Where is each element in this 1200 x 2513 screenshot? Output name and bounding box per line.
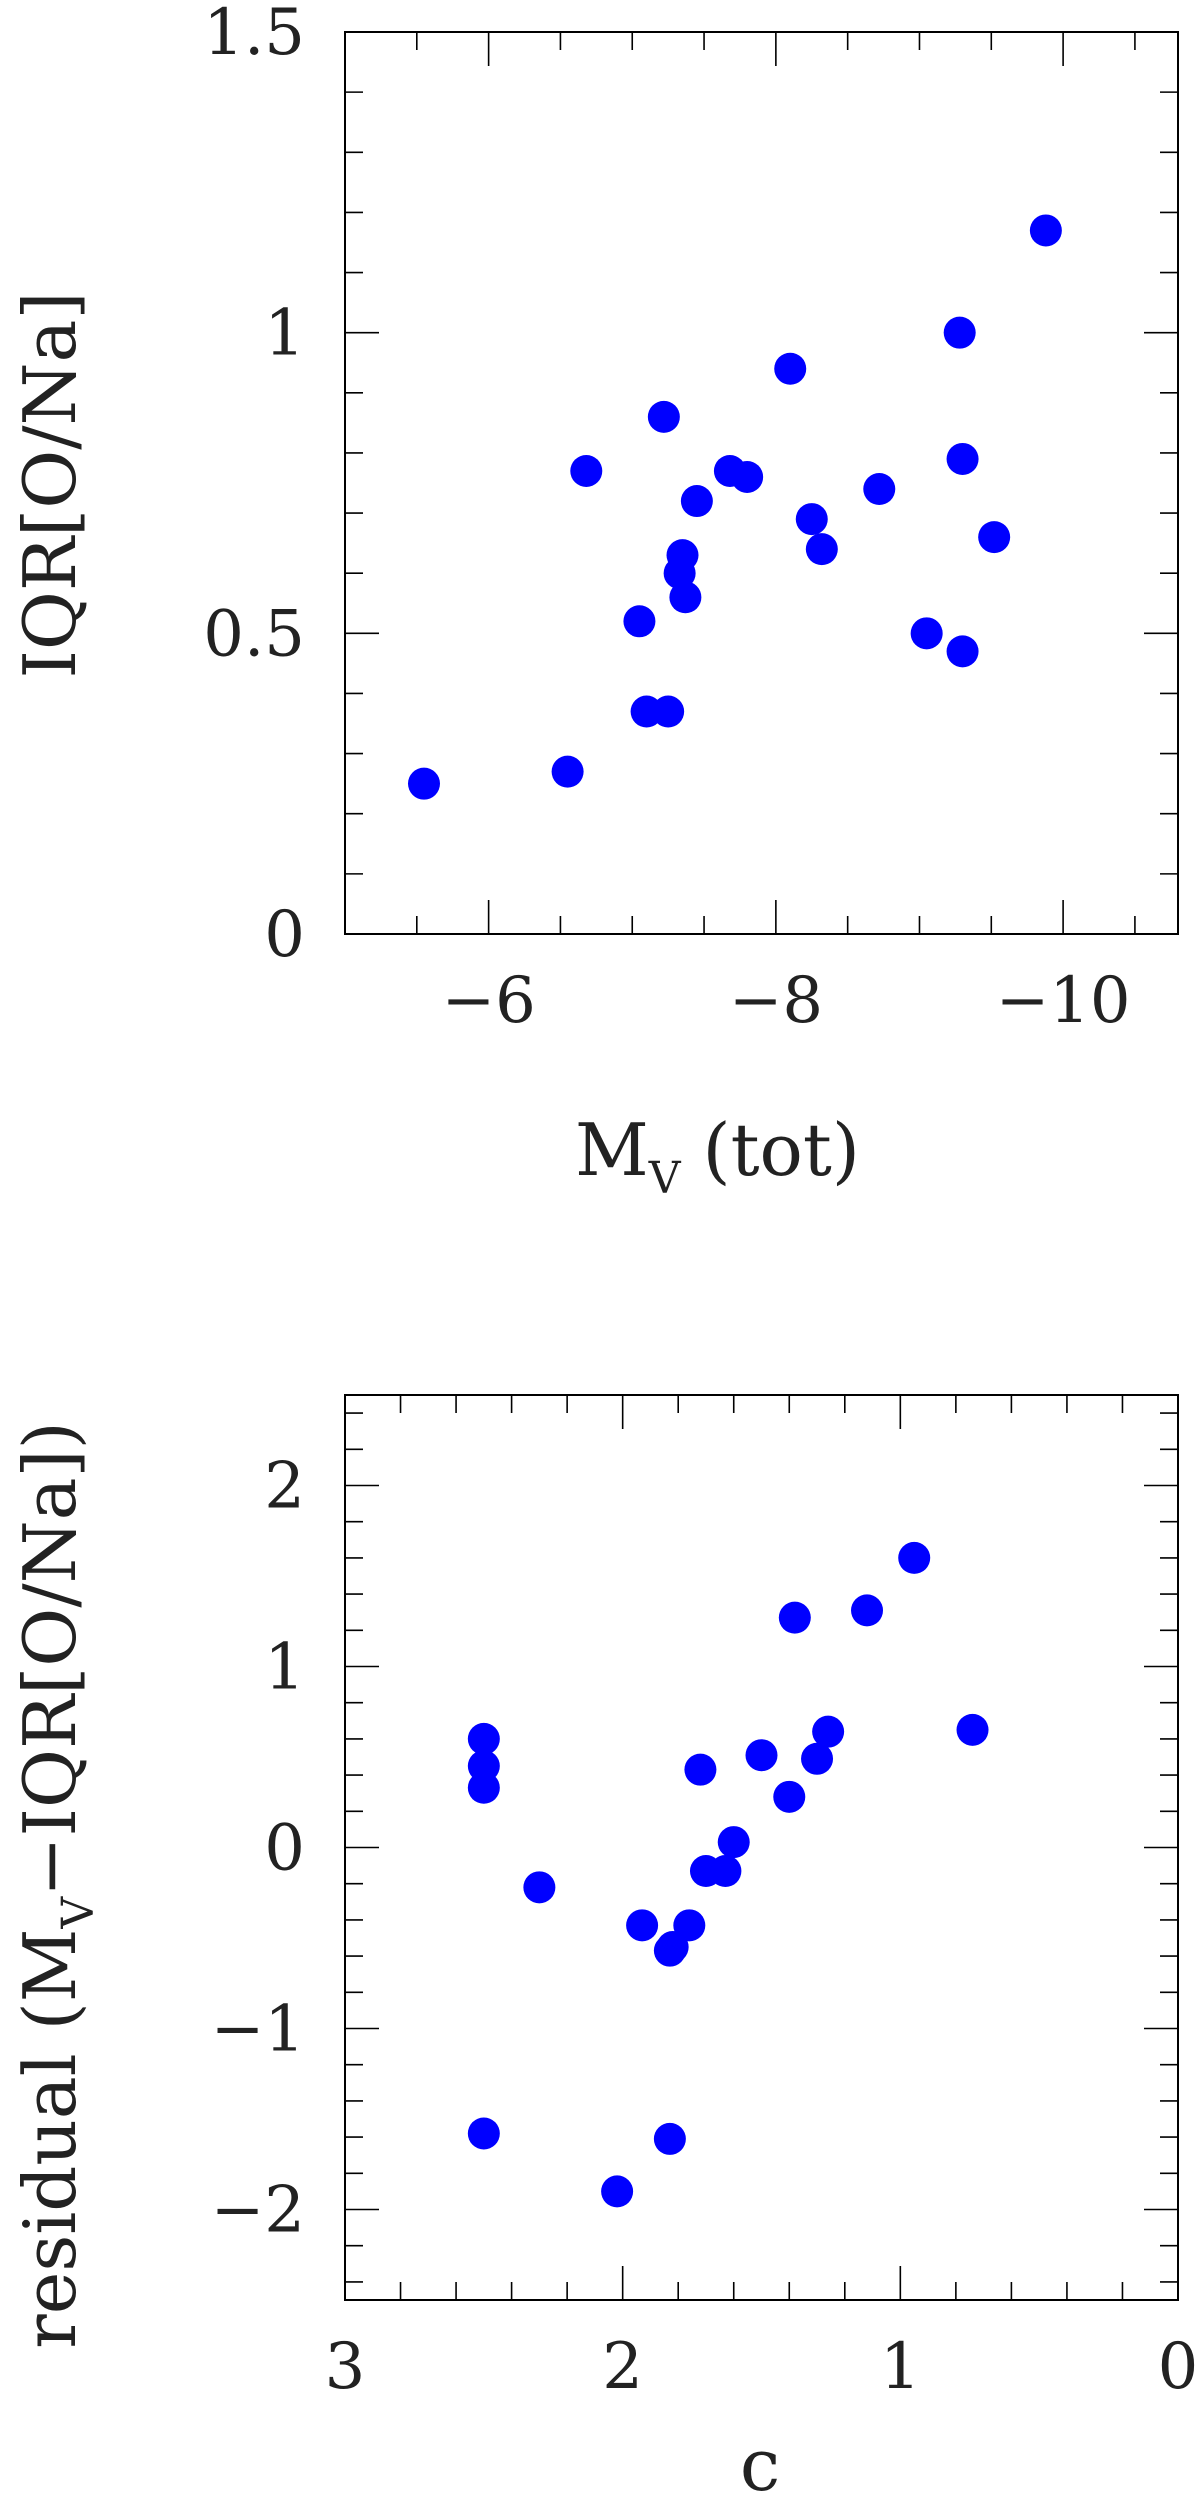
- bottom-chart-frame: [344, 1394, 1179, 2301]
- top-chart-frame: [344, 31, 1179, 935]
- top-data-point: [943, 316, 976, 349]
- bottom-data-point: [467, 1771, 500, 1804]
- bottom-data-point: [523, 1871, 556, 1904]
- bottom-data-point: [778, 1601, 811, 1634]
- bottom-x-tick-label: 1: [880, 2330, 921, 2404]
- top-data-point: [805, 533, 838, 566]
- top-data-point: [946, 635, 979, 668]
- bottom-data-point: [745, 1739, 778, 1772]
- top-data-point: [551, 755, 584, 788]
- bottom-data-point: [717, 1826, 750, 1859]
- bottom-data-point: [626, 1909, 659, 1942]
- top-chart-ticks: −6 −8 −10 0 0.5 1 1.5: [203, 0, 1178, 1038]
- top-data-point: [946, 442, 979, 475]
- bottom-x-tick-label: 3: [325, 2330, 366, 2404]
- bottom-chart-ticks: 3 2 1 0 −2 −1 0 1 2: [211, 1395, 1199, 2404]
- bottom-y-tick-label: −2: [211, 2174, 305, 2248]
- bottom-chart-panel: 3 2 1 0 −2 −1 0 1 2 c residual (MV−IQR[O/Na]): [8, 1394, 1199, 2507]
- top-data-point: [978, 521, 1011, 554]
- top-data-point: [647, 400, 680, 433]
- bottom-data-point: [656, 1931, 689, 1964]
- bottom-y-tick-label: 2: [264, 1450, 305, 1524]
- bottom-y-tick-label: 0: [264, 1812, 305, 1886]
- top-x-tick-label: −10: [996, 964, 1131, 1038]
- top-x-tick-label: −6: [441, 964, 535, 1038]
- bottom-data-point: [812, 1715, 845, 1748]
- top-x-label-main: M: [575, 1108, 649, 1192]
- top-data-point: [407, 767, 440, 800]
- top-data-point: [774, 352, 807, 385]
- top-data-point: [652, 695, 685, 728]
- top-chart-panel: −6 −8 −10 0 0.5 1 1.5 MV (tot) IQR[O/Na]: [8, 0, 1179, 1204]
- top-chart-points: [407, 214, 1062, 800]
- top-data-point: [910, 617, 943, 650]
- top-y-tick-label: 0.5: [203, 597, 305, 671]
- top-y-tick-label: 0: [264, 898, 305, 972]
- top-data-point: [666, 539, 699, 572]
- top-data-point: [669, 581, 702, 614]
- top-data-point: [795, 503, 828, 536]
- bottom-data-point: [467, 1722, 500, 1755]
- top-chart-y-axis-title: IQR[O/Na]: [8, 291, 92, 678]
- top-data-point: [623, 605, 656, 638]
- top-data-point: [731, 460, 764, 493]
- bottom-data-point: [801, 1742, 834, 1775]
- top-data-point: [1029, 214, 1062, 247]
- bottom-data-point: [898, 1541, 931, 1574]
- top-y-tick-label: 1.5: [203, 0, 305, 70]
- top-x-label-subscript: V: [648, 1153, 682, 1204]
- bottom-data-point: [653, 2122, 686, 2155]
- bottom-chart-y-axis-title: residual (MV−IQR[O/Na]): [8, 1421, 104, 2348]
- top-data-point: [863, 473, 896, 506]
- top-y-tick-label: 1: [264, 297, 305, 371]
- top-x-tick-label: −8: [729, 964, 823, 1038]
- top-chart-x-axis-title: MV (tot): [575, 1108, 860, 1204]
- bottom-data-point: [601, 2175, 634, 2208]
- bottom-data-point: [467, 2117, 500, 2150]
- bottom-x-tick-label: 0: [1158, 2330, 1199, 2404]
- bottom-y-tick-label: 1: [264, 1631, 305, 1705]
- bottom-data-point: [684, 1753, 717, 1786]
- bottom-chart-points: [467, 1541, 989, 2208]
- bottom-y-tick-label: −1: [211, 1993, 305, 2067]
- bottom-data-point: [851, 1594, 884, 1627]
- bottom-chart-x-axis-title: c: [740, 2423, 780, 2507]
- bottom-y-label-subscript: V: [53, 1896, 104, 1930]
- bottom-y-label-suffix: −IQR[O/Na]): [8, 1421, 92, 1897]
- bottom-data-point: [956, 1713, 989, 1746]
- bottom-data-point: [673, 1909, 706, 1942]
- bottom-data-point: [773, 1780, 806, 1813]
- bottom-data-point: [709, 1855, 742, 1888]
- top-data-point: [570, 454, 603, 487]
- bottom-y-label-prefix: residual (M: [8, 1929, 92, 2349]
- bottom-x-tick-label: 2: [602, 2330, 643, 2404]
- top-data-point: [680, 485, 713, 518]
- top-x-label-suffix: (tot): [703, 1108, 860, 1192]
